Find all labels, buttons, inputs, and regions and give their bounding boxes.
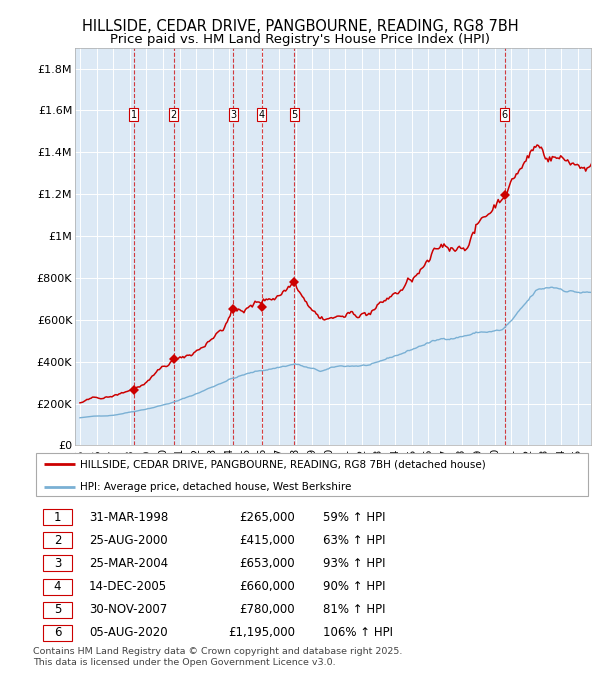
Text: 3: 3 — [54, 557, 61, 570]
Text: 4: 4 — [54, 580, 61, 593]
Text: £265,000: £265,000 — [239, 511, 295, 524]
FancyBboxPatch shape — [43, 532, 72, 548]
Text: £653,000: £653,000 — [239, 557, 295, 570]
Text: 30-NOV-2007: 30-NOV-2007 — [89, 603, 167, 616]
Text: 5: 5 — [291, 109, 298, 120]
Text: 2: 2 — [170, 109, 177, 120]
Text: Contains HM Land Registry data © Crown copyright and database right 2025.
This d: Contains HM Land Registry data © Crown c… — [33, 647, 403, 667]
Text: 25-AUG-2000: 25-AUG-2000 — [89, 534, 167, 547]
Text: £415,000: £415,000 — [239, 534, 295, 547]
Text: 81% ↑ HPI: 81% ↑ HPI — [323, 603, 386, 616]
Text: 106% ↑ HPI: 106% ↑ HPI — [323, 626, 393, 639]
FancyBboxPatch shape — [43, 509, 72, 525]
Text: 05-AUG-2020: 05-AUG-2020 — [89, 626, 167, 639]
Text: 4: 4 — [259, 109, 265, 120]
Text: £780,000: £780,000 — [239, 603, 295, 616]
Text: 1: 1 — [131, 109, 137, 120]
Text: 90% ↑ HPI: 90% ↑ HPI — [323, 580, 386, 593]
Text: £1,195,000: £1,195,000 — [228, 626, 295, 639]
Text: HILLSIDE, CEDAR DRIVE, PANGBOURNE, READING, RG8 7BH (detached house): HILLSIDE, CEDAR DRIVE, PANGBOURNE, READI… — [80, 460, 486, 469]
Text: 6: 6 — [54, 626, 61, 639]
Text: 31-MAR-1998: 31-MAR-1998 — [89, 511, 168, 524]
FancyBboxPatch shape — [36, 454, 588, 496]
Text: £660,000: £660,000 — [239, 580, 295, 593]
Text: HILLSIDE, CEDAR DRIVE, PANGBOURNE, READING, RG8 7BH: HILLSIDE, CEDAR DRIVE, PANGBOURNE, READI… — [82, 19, 518, 34]
Text: 5: 5 — [54, 603, 61, 616]
Text: 14-DEC-2005: 14-DEC-2005 — [89, 580, 167, 593]
Text: 2: 2 — [54, 534, 61, 547]
Text: 1: 1 — [54, 511, 61, 524]
Text: Price paid vs. HM Land Registry's House Price Index (HPI): Price paid vs. HM Land Registry's House … — [110, 33, 490, 46]
Text: 63% ↑ HPI: 63% ↑ HPI — [323, 534, 386, 547]
FancyBboxPatch shape — [43, 556, 72, 571]
FancyBboxPatch shape — [43, 579, 72, 594]
FancyBboxPatch shape — [43, 625, 72, 641]
Text: 25-MAR-2004: 25-MAR-2004 — [89, 557, 168, 570]
Text: 6: 6 — [502, 109, 508, 120]
Text: 59% ↑ HPI: 59% ↑ HPI — [323, 511, 386, 524]
Text: 93% ↑ HPI: 93% ↑ HPI — [323, 557, 386, 570]
Text: 3: 3 — [230, 109, 236, 120]
FancyBboxPatch shape — [43, 602, 72, 617]
Text: HPI: Average price, detached house, West Berkshire: HPI: Average price, detached house, West… — [80, 481, 352, 492]
